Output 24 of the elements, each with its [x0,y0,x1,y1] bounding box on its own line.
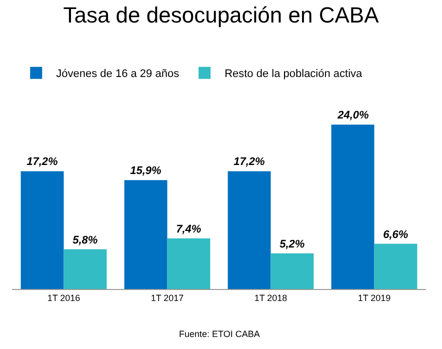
chart-title: Tasa de desocupación en CABA [63,2,380,28]
data-label: 15,9% [130,165,162,178]
bar [64,249,107,289]
x-tick-label: 1T 2016 [47,292,80,303]
data-label: 6,6% [383,228,408,241]
bar [124,180,168,289]
data-label: 24,0% [336,110,369,122]
x-tick-label: 1T 2018 [254,292,288,303]
legend-label: Resto de la población activa [224,68,364,80]
bar [228,171,271,289]
data-label: 5,2% [280,238,305,250]
bar [20,171,64,289]
x-tick-label: 1T 2019 [358,292,391,303]
x-tick-label: 1T 2017 [150,292,184,303]
data-label: 7,4% [176,223,202,236]
source-note: Fuente: ETOI CABA [179,329,260,339]
bar [374,244,418,289]
data-label: 5,8% [72,234,98,246]
data-label: 17,2% [26,156,58,168]
data-label: 17,2% [234,156,265,168]
bar [270,253,314,289]
bar [167,238,210,289]
bar [331,124,374,289]
legend-label: Jóvenes de 16 a 29 años [56,68,180,80]
